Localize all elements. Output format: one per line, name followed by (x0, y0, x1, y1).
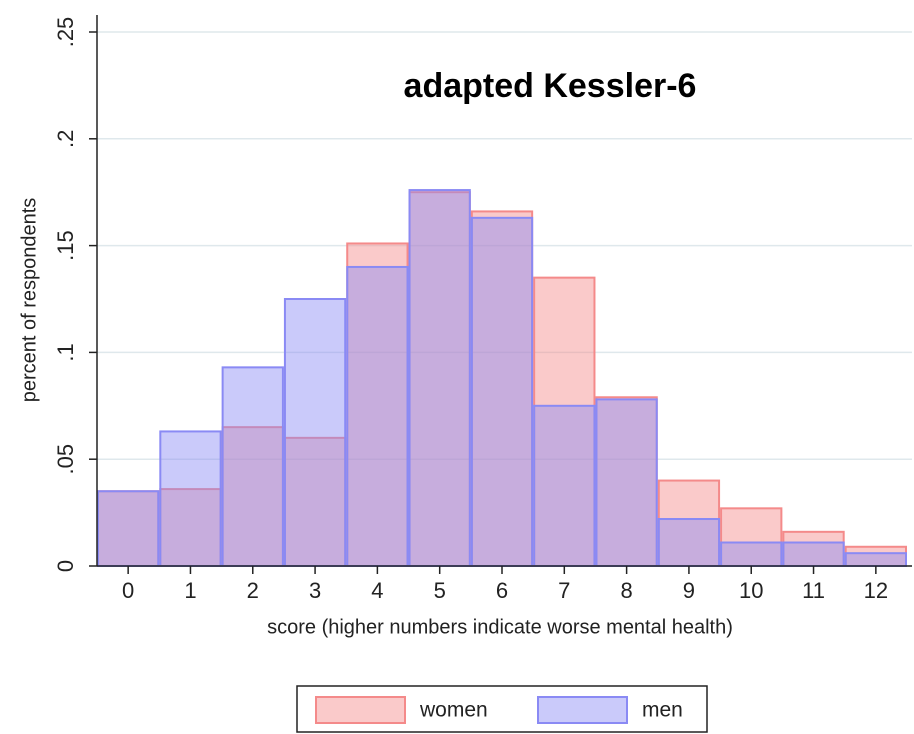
y-tick-label: .2 (53, 130, 78, 148)
x-tick-label: 2 (247, 578, 259, 603)
bar (844, 552, 908, 568)
bar (283, 298, 347, 567)
x-tick-label: 0 (122, 578, 134, 603)
x-tick-label: 6 (496, 578, 508, 603)
legend-swatch (315, 696, 406, 724)
bar (720, 541, 783, 568)
y-tick-label: .25 (53, 17, 78, 48)
legend-label: men (642, 699, 683, 722)
x-tick-label: 10 (739, 578, 763, 603)
x-tick-label: 9 (683, 578, 695, 603)
bar (346, 265, 409, 567)
chart-title: adapted Kessler-6 (404, 67, 697, 105)
x-tick-label: 5 (434, 578, 446, 603)
y-axis-label: percent of respondents (18, 198, 40, 403)
bar (221, 366, 284, 567)
y-tick-label: .1 (53, 343, 78, 361)
x-tick-label: 1 (184, 578, 196, 603)
x-tick-label: 8 (620, 578, 632, 603)
legend-swatch (537, 696, 628, 724)
bar (657, 518, 721, 567)
bar (283, 436, 347, 567)
x-tick-label: 7 (558, 578, 570, 603)
bar (408, 189, 471, 567)
bar (720, 507, 783, 568)
y-tick-label: .05 (53, 444, 78, 475)
x-tick-label: 3 (309, 578, 321, 603)
bar (97, 490, 160, 567)
legend-box (296, 685, 708, 733)
axes: 0.05.1.15.2.250 1 2 3 4 5 6 7 8 9 10 11 12 (53, 15, 912, 603)
x-tick-label: 4 (371, 578, 383, 603)
x-tick-label: 12 (864, 578, 888, 603)
bar (533, 404, 596, 567)
bar (595, 396, 658, 568)
bar (470, 216, 534, 567)
x-axis-label: score (higher numbers indicate worse men… (267, 616, 733, 638)
bar (595, 398, 658, 567)
y-tick-label: .15 (53, 230, 78, 261)
bar (346, 242, 409, 568)
y-tick-label: 0 (53, 560, 78, 572)
bar (159, 430, 222, 567)
x-tick-label: 11 (802, 578, 825, 603)
legend-label: women (419, 699, 488, 722)
bar (782, 541, 845, 568)
bar (470, 210, 534, 567)
bar (408, 191, 471, 567)
bars (97, 189, 908, 568)
